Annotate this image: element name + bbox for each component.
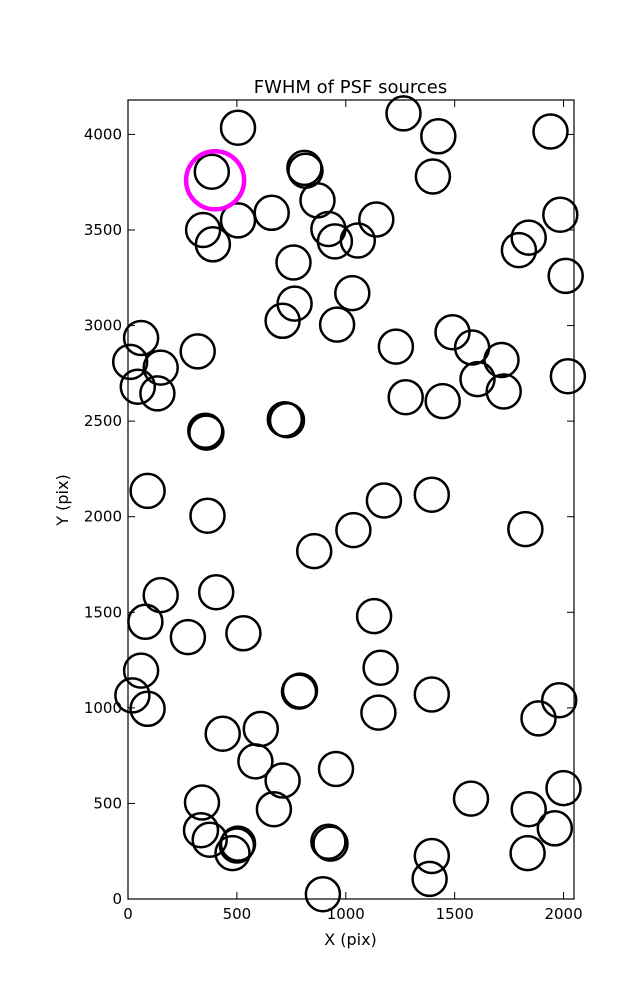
source-marker (317, 750, 355, 788)
source-marker (335, 511, 372, 549)
source-marker (122, 319, 160, 357)
source-marker (182, 811, 220, 849)
source-marker (387, 378, 424, 416)
x-tick-label: 1500 (436, 905, 474, 923)
source-marker (310, 823, 347, 860)
source-marker (191, 821, 228, 858)
source-marker (316, 223, 354, 260)
source-marker (179, 333, 216, 370)
source-marker (183, 784, 221, 821)
x-tick-label: 0 (123, 905, 133, 923)
source-marker (510, 219, 547, 256)
source-marker (264, 762, 301, 799)
chart-title: FWHM of PSF sources (254, 77, 448, 98)
source-marker (500, 231, 538, 269)
source-marker (225, 615, 262, 652)
source-marker (549, 357, 587, 395)
source-marker (377, 328, 415, 365)
source-marker (411, 860, 448, 898)
source-marker (420, 118, 457, 155)
source-marker (204, 715, 241, 752)
plot-area-frame (127, 99, 575, 900)
source-marker (542, 196, 579, 233)
y-tick-label: 500 (93, 794, 122, 812)
y-tick-label: 2500 (84, 412, 122, 430)
source-marker (318, 306, 356, 343)
x-axis-label: X (pix) (324, 930, 377, 949)
source-marker (355, 597, 393, 635)
source-marker (365, 482, 403, 519)
highlighted-source-marker (183, 149, 247, 212)
source-marker (295, 532, 333, 570)
source-marker (268, 401, 306, 439)
source-marker (214, 834, 251, 872)
source-marker (509, 834, 546, 872)
source-marker (219, 202, 257, 239)
source-marker (264, 302, 301, 340)
source-marker (545, 769, 582, 807)
source-marker (253, 194, 290, 232)
source-marker (142, 349, 179, 386)
source-marker (414, 158, 452, 195)
source-marker (452, 780, 490, 817)
source-marker (413, 476, 451, 513)
source-marker (459, 360, 496, 398)
source-marker (218, 827, 256, 864)
source-marker (111, 343, 149, 381)
x-tick-label: 1000 (327, 905, 365, 923)
source-marker (532, 113, 569, 150)
source-marker (334, 274, 371, 312)
source-marker (413, 676, 451, 713)
source-marker (360, 694, 397, 731)
y-tick-label: 1000 (84, 699, 122, 717)
source-marker (188, 414, 225, 451)
y-tick-label: 2000 (84, 508, 122, 526)
source-marker (424, 382, 461, 420)
source-marker (122, 652, 160, 689)
source-marker (193, 153, 231, 190)
source-marker (114, 677, 151, 714)
source-marker (129, 690, 166, 728)
data-markers (111, 95, 587, 913)
y-tick-label: 1500 (84, 603, 122, 621)
source-marker (520, 700, 557, 737)
source-marker (281, 672, 319, 709)
source-marker (362, 649, 399, 686)
source-marker (385, 95, 422, 132)
source-marker (169, 618, 207, 656)
source-marker (536, 810, 574, 847)
source-marker (507, 510, 544, 548)
source-marker (485, 373, 522, 410)
source-marker (197, 573, 235, 611)
source-marker (139, 375, 176, 412)
source-marker (219, 109, 257, 146)
source-marker (119, 368, 157, 405)
x-tick-label: 500 (223, 905, 252, 923)
source-marker (129, 472, 166, 510)
source-marker (304, 875, 342, 913)
source-marker (434, 313, 471, 351)
axis-ticks: 0 500 1000 1500 2000 0 500 1000 1500 2000 2500 3000… (84, 100, 583, 923)
source-marker (547, 257, 584, 295)
source-marker (255, 790, 293, 828)
source-marker (510, 790, 547, 828)
source-marker (189, 497, 226, 534)
source-marker (339, 222, 377, 259)
source-marker (413, 837, 451, 875)
y-tick-label: 3000 (84, 317, 122, 335)
source-marker (540, 681, 578, 719)
y-tick-label: 0 (112, 890, 122, 908)
source-marker (275, 244, 312, 281)
source-marker (237, 743, 274, 780)
source-marker (194, 226, 232, 263)
y-tick-label: 4000 (84, 125, 122, 143)
source-marker (483, 341, 520, 379)
source-marker (358, 201, 395, 238)
y-tick-label: 3500 (84, 221, 122, 239)
x-tick-label: 2000 (544, 905, 582, 923)
source-marker (312, 825, 349, 862)
y-axis-label: Y (pix) (53, 474, 72, 526)
